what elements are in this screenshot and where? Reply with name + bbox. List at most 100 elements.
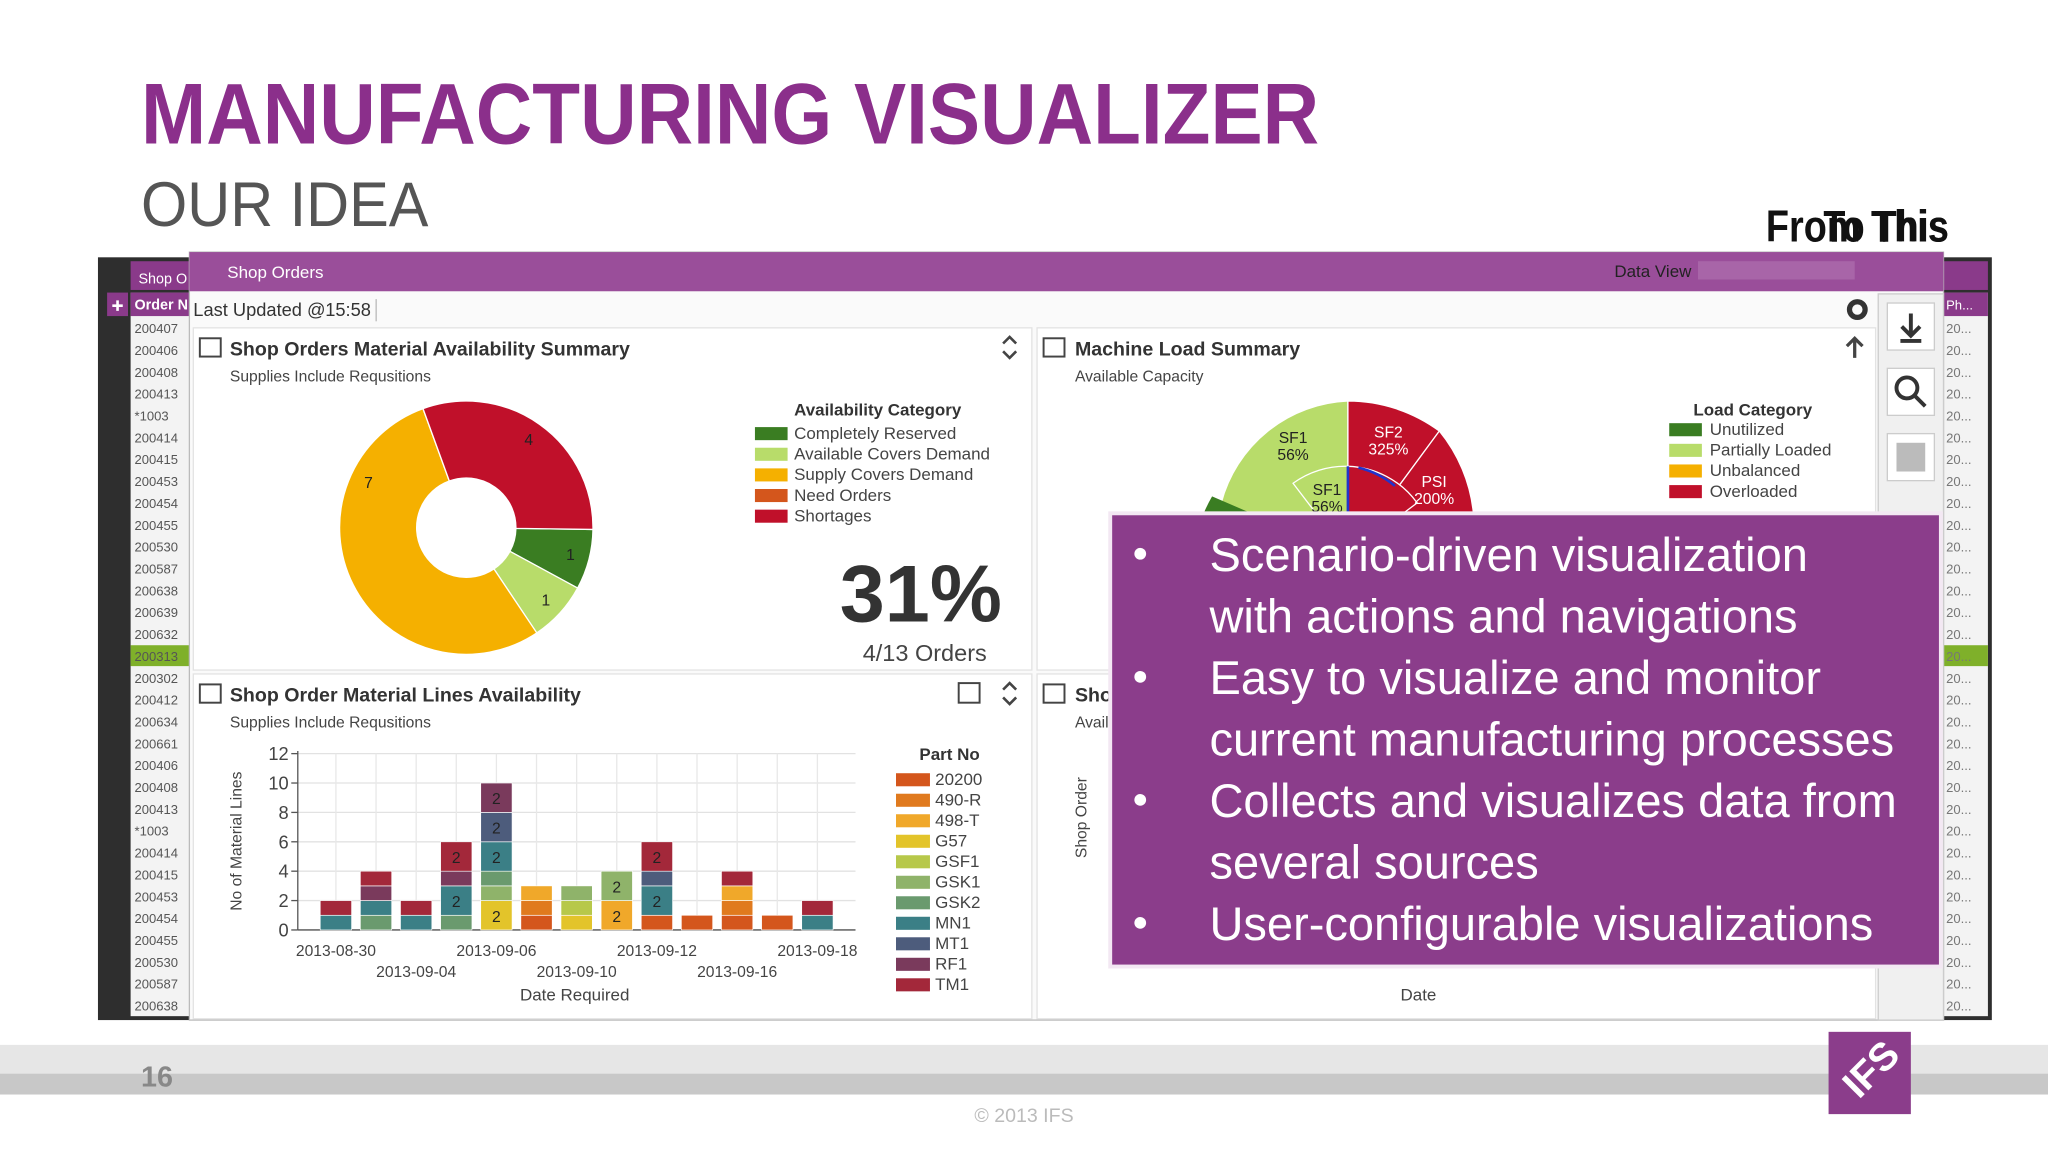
slice-label: 200% bbox=[1414, 491, 1454, 508]
last-updated: Last Updated @ bbox=[193, 299, 325, 320]
bar-segment bbox=[360, 914, 393, 931]
right-cell: 20... bbox=[1946, 474, 1971, 489]
sort-icon[interactable] bbox=[1002, 681, 1018, 706]
y-tick-label: 12 bbox=[268, 743, 288, 764]
right-cell: 20... bbox=[1946, 561, 1971, 576]
x-tick-label: 2013-08-30 bbox=[296, 943, 376, 960]
bullet-dot bbox=[1134, 793, 1147, 806]
legend-label: Available Covers Demand bbox=[794, 444, 990, 463]
data-label: 1 bbox=[542, 592, 551, 609]
bar-segment bbox=[801, 914, 834, 931]
legend-swatch bbox=[896, 773, 930, 787]
order-number: 200413 bbox=[135, 387, 179, 402]
slice-label: SF1 bbox=[1313, 482, 1342, 499]
order-number: 200415 bbox=[135, 452, 179, 467]
order-number: 200406 bbox=[135, 343, 179, 358]
panel-title: Machine Load Summary bbox=[1075, 338, 1300, 360]
bar-segment bbox=[681, 914, 714, 931]
panel-subtitle: Supplies Include Requsitions bbox=[230, 715, 431, 732]
bar-segment bbox=[319, 914, 352, 931]
legend-label: TM1 bbox=[935, 975, 969, 994]
panel-title: Sho bbox=[1075, 684, 1112, 706]
bar-segment bbox=[440, 870, 473, 887]
save-icon bbox=[1896, 442, 1926, 472]
bar-segment bbox=[520, 914, 553, 931]
bar-segment bbox=[721, 870, 754, 887]
settings-icon[interactable] bbox=[1846, 299, 1868, 320]
legend-title: Part No bbox=[919, 745, 979, 764]
y-tick-label: 2 bbox=[278, 890, 288, 911]
x-tick-label: 2013-09-12 bbox=[617, 943, 697, 960]
right-cell: 20... bbox=[1946, 999, 1971, 1014]
y-tick-label: 4 bbox=[278, 861, 288, 882]
order-number: 200638 bbox=[135, 999, 179, 1014]
right-cell: 20... bbox=[1946, 605, 1971, 620]
selected-row[interactable] bbox=[130, 645, 190, 667]
legend-swatch bbox=[896, 916, 930, 930]
legend-label: Need Orders bbox=[794, 486, 891, 505]
search-button[interactable] bbox=[1886, 367, 1936, 416]
sort-icon[interactable] bbox=[1002, 335, 1018, 360]
bar-segment bbox=[480, 782, 513, 813]
legend-swatch bbox=[896, 875, 930, 889]
right-cell: 20... bbox=[1946, 867, 1971, 882]
legend-label: MT1 bbox=[935, 934, 969, 953]
order-number: *1003 bbox=[135, 408, 169, 423]
bullet-text: several sources bbox=[1209, 835, 1538, 888]
legend-swatch bbox=[754, 489, 788, 503]
up-icon[interactable] bbox=[1845, 335, 1864, 358]
bar-segment bbox=[640, 841, 673, 872]
right-cell: 20... bbox=[1946, 846, 1971, 861]
data-view-select[interactable] bbox=[1697, 261, 1855, 280]
data-label: 4 bbox=[524, 432, 533, 449]
bar-segment bbox=[761, 914, 794, 931]
selected-row[interactable] bbox=[1943, 645, 1988, 667]
slice-label: SF1 bbox=[1279, 430, 1308, 447]
slice-label: SF2 bbox=[1374, 425, 1403, 442]
legend-title: Load Category bbox=[1693, 400, 1812, 419]
data-label: 2 bbox=[452, 850, 461, 867]
order-number: 200408 bbox=[135, 365, 179, 380]
panel-subtitle: Supplies Include Requsitions bbox=[230, 368, 431, 385]
bar-segment bbox=[440, 885, 473, 916]
data-label: 1 bbox=[566, 547, 575, 564]
right-cell: 20... bbox=[1946, 977, 1971, 992]
legend-swatch bbox=[896, 855, 930, 869]
x-tick-label: 2013-09-10 bbox=[537, 964, 617, 981]
x-axis-label: Date bbox=[1401, 985, 1437, 1004]
order-number: 200453 bbox=[135, 474, 179, 489]
right-cell: 20... bbox=[1946, 802, 1971, 817]
bar-segment bbox=[400, 900, 433, 916]
calendar-icon[interactable] bbox=[957, 682, 981, 704]
right-cell: 20... bbox=[1946, 540, 1971, 555]
order-number: 200302 bbox=[135, 671, 179, 686]
bullet-dot bbox=[1134, 917, 1147, 929]
logo bbox=[1828, 1031, 1911, 1115]
bullet-box bbox=[1108, 511, 1943, 969]
bar-segment bbox=[640, 914, 673, 931]
order-number: 200454 bbox=[135, 911, 179, 926]
legend-label: 490-R bbox=[935, 790, 981, 809]
from-label: From This bbox=[1766, 203, 1949, 252]
bar-segment bbox=[721, 885, 754, 901]
data-label: 2 bbox=[612, 909, 621, 926]
slice-label: 325% bbox=[1368, 442, 1408, 459]
to-label: To This bbox=[1823, 203, 1948, 252]
x-tick-label: 2013-09-18 bbox=[777, 943, 857, 960]
right-cell: 20... bbox=[1946, 955, 1971, 970]
download-icon bbox=[1900, 313, 1922, 343]
column-header: Order N bbox=[135, 298, 188, 314]
bar-segment bbox=[360, 885, 393, 901]
order-number: 200638 bbox=[135, 583, 179, 598]
panel-subtitle: Available Capacity bbox=[1075, 368, 1204, 385]
bar-segment bbox=[440, 914, 473, 931]
data-view-label: Data View bbox=[1614, 262, 1692, 281]
bullet-text: User-configurable visualizations bbox=[1209, 897, 1873, 950]
legend-swatch bbox=[754, 509, 788, 523]
footer-band bbox=[0, 1044, 2048, 1074]
legend-label: GSF1 bbox=[935, 852, 979, 871]
legend-title: Availability Category bbox=[794, 400, 962, 419]
right-cell: 20... bbox=[1946, 824, 1971, 839]
x-tick-label: 2013-09-06 bbox=[456, 943, 536, 960]
